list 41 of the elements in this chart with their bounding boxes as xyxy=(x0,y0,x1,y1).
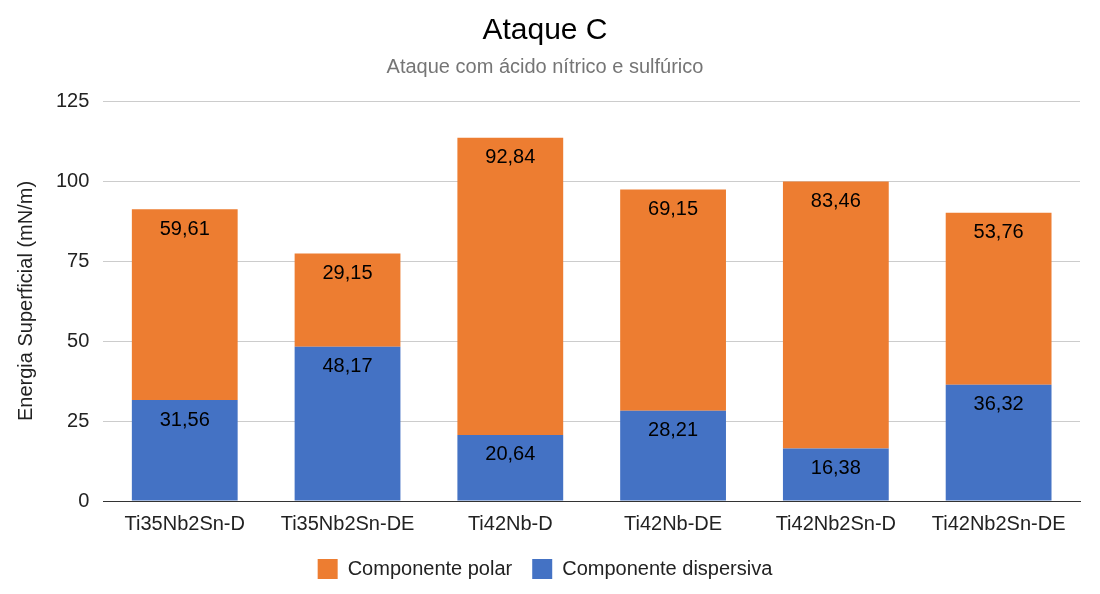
x-tick-label: Ti35Nb2Sn-DE xyxy=(280,511,415,534)
bar xyxy=(620,410,726,501)
data-label: 36,32 xyxy=(973,392,1024,415)
data-label: 69,15 xyxy=(648,196,699,219)
data-label: 20,64 xyxy=(485,442,536,465)
bar xyxy=(782,181,889,449)
x-tick-label: Ti42Nb2Sn-DE xyxy=(931,511,1066,534)
y-tick-label: 100 xyxy=(55,168,90,191)
x-tick-label: Ti42Nb-D xyxy=(467,511,553,534)
bar xyxy=(294,253,401,347)
bar xyxy=(782,448,889,501)
y-tick-label: 125 xyxy=(55,88,90,111)
y-tick-label: 75 xyxy=(67,248,90,271)
data-label: 59,61 xyxy=(159,216,210,239)
bar xyxy=(457,137,564,435)
data-label: 48,17 xyxy=(322,354,373,377)
y-tick-label: 50 xyxy=(67,328,90,351)
data-label: 53,76 xyxy=(973,220,1024,243)
y-tick-label: 0 xyxy=(78,488,90,511)
bar xyxy=(945,212,1052,385)
bar xyxy=(131,209,238,401)
bar xyxy=(457,434,564,501)
bar xyxy=(945,384,1052,501)
y-axis-title: Energia Superficial (mN/m) xyxy=(13,180,36,422)
x-tick-label: Ti42Nb2Sn-D xyxy=(775,511,897,534)
data-label: 92,84 xyxy=(485,145,536,168)
chart-title: Ataque C xyxy=(482,12,608,46)
data-label: 83,46 xyxy=(810,189,861,212)
data-label: 31,56 xyxy=(159,407,210,430)
bar xyxy=(620,189,726,411)
bar xyxy=(131,400,238,501)
x-tick-label: Ti42Nb-DE xyxy=(623,511,723,534)
legend-label: Componente dispersiva xyxy=(562,556,774,579)
bar xyxy=(294,346,401,501)
chart-subtitle: Ataque com ácido nítrico e sulfúrico xyxy=(386,54,704,77)
data-label: 29,15 xyxy=(322,261,373,284)
x-tick-label: Ti35Nb2Sn-D xyxy=(124,511,245,534)
data-label: 28,21 xyxy=(648,418,699,441)
y-tick-label: 25 xyxy=(67,408,90,431)
legend-label: Componente polar xyxy=(347,556,513,579)
data-label: 16,38 xyxy=(810,456,861,479)
